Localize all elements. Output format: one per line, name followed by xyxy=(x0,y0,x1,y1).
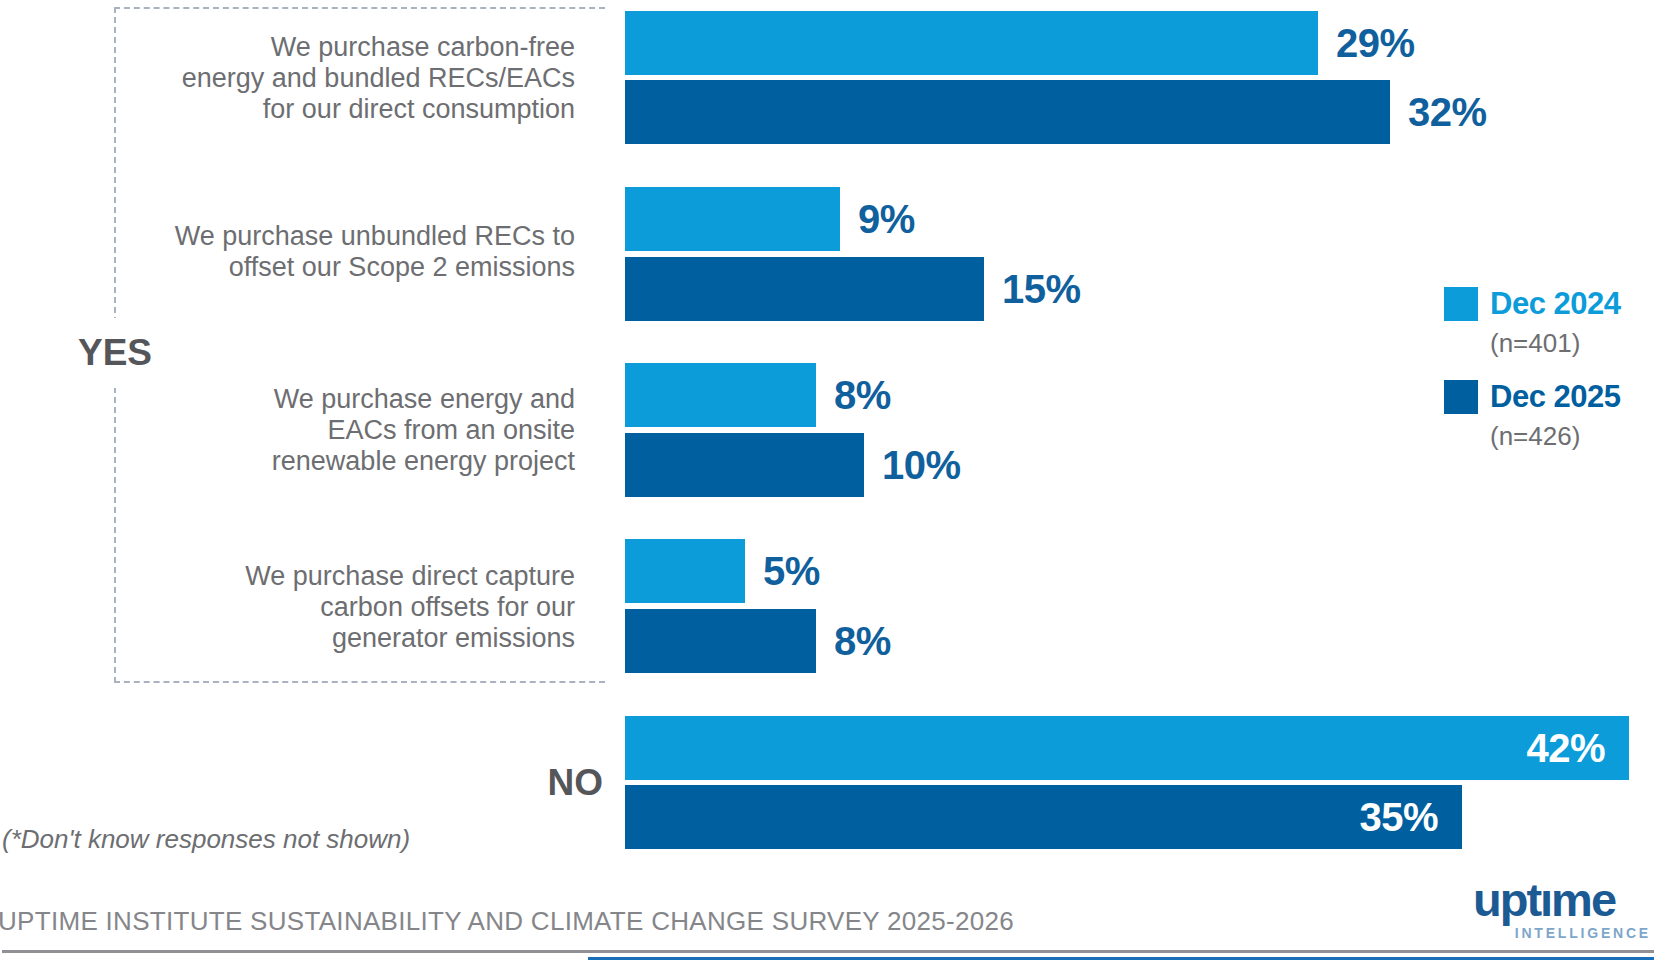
category-label-unbundled-recs: We purchase unbundled RECs to offset our… xyxy=(85,221,575,283)
bar-dec2025-carbon-free xyxy=(625,80,1390,144)
value-label-dec2024-unbundled-recs: 9% xyxy=(858,187,915,251)
chart-canvas: YES We purchase carbon-free energy and b… xyxy=(0,0,1654,960)
uptime-logo: uptıme xyxy=(1468,876,1620,924)
value-label-dec2025-no: 35% xyxy=(1359,785,1438,849)
value-label-dec2024-direct-capture: 5% xyxy=(763,539,820,603)
value-label-dec2024-onsite-renewable: 8% xyxy=(834,363,891,427)
bar-dec2024-no: 42% xyxy=(625,716,1629,780)
bar-dec2025-no: 35% xyxy=(625,785,1462,849)
bar-dec2024-direct-capture xyxy=(625,539,745,603)
value-label-dec2025-unbundled-recs: 15% xyxy=(1002,257,1081,321)
bar-dec2024-unbundled-recs xyxy=(625,187,840,251)
bar-dec2024-carbon-free xyxy=(625,11,1318,75)
survey-title: UPTIME INSTITUTE SUSTAINABILITY AND CLIM… xyxy=(0,906,1014,937)
bar-dec2025-onsite-renewable xyxy=(625,433,864,497)
group-label-yes: YES xyxy=(64,318,166,388)
value-label-dec2024-carbon-free: 29% xyxy=(1336,11,1415,75)
footer-divider-line xyxy=(2,950,1654,953)
footnote: (*Don't know responses not shown) xyxy=(2,824,410,855)
legend-swatch-dec2025 xyxy=(1444,380,1478,414)
legend-label-dec2024: Dec 2024 xyxy=(1490,287,1620,321)
legend-n-dec2024: (n=401) xyxy=(1490,328,1580,359)
legend-label-dec2025: Dec 2025 xyxy=(1490,380,1620,414)
bar-dec2025-direct-capture xyxy=(625,609,816,673)
legend-swatch-dec2024 xyxy=(1444,287,1478,321)
value-label-dec2025-direct-capture: 8% xyxy=(834,609,891,673)
bar-dec2025-unbundled-recs xyxy=(625,257,984,321)
value-label-dec2025-carbon-free: 32% xyxy=(1408,80,1487,144)
bar-dec2024-onsite-renewable xyxy=(625,363,816,427)
group-label-no: NO xyxy=(403,762,603,804)
value-label-dec2025-onsite-renewable: 10% xyxy=(882,433,961,497)
category-label-carbon-free: We purchase carbon-free energy and bundl… xyxy=(85,32,575,125)
category-label-onsite-renewable: We purchase energy and EACs from an onsi… xyxy=(85,384,575,477)
legend-n-dec2025: (n=426) xyxy=(1490,421,1580,452)
value-label-dec2024-no: 42% xyxy=(1526,716,1605,780)
uptime-intelligence-label: INTELLIGENCE xyxy=(1515,925,1651,941)
category-label-direct-capture: We purchase direct capture carbon offset… xyxy=(85,561,575,654)
